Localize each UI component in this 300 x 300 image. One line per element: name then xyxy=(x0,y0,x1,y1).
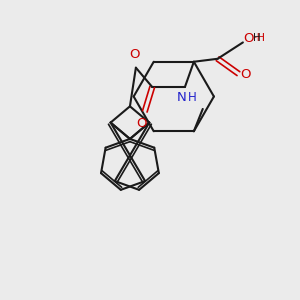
Text: ·H: ·H xyxy=(254,33,266,43)
Text: O: O xyxy=(243,32,254,45)
Text: N: N xyxy=(177,92,187,104)
Text: H: H xyxy=(253,33,261,43)
Text: H: H xyxy=(188,91,197,104)
Text: O: O xyxy=(129,48,140,61)
Text: O: O xyxy=(136,117,147,130)
Text: O: O xyxy=(240,68,250,81)
